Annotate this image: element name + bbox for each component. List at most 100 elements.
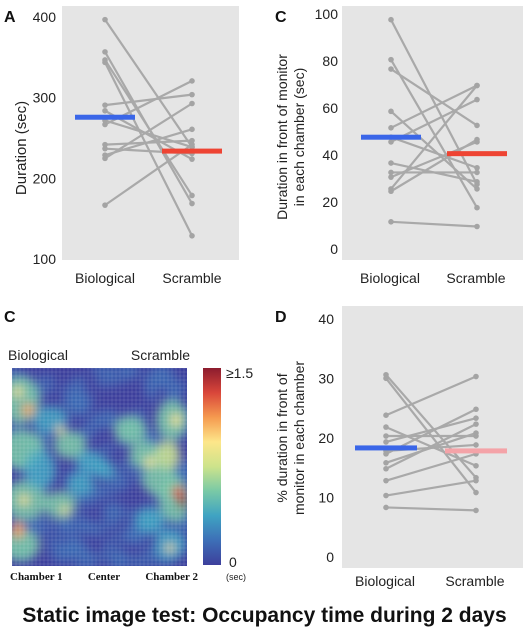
pair-line <box>389 136 479 169</box>
point-biological <box>102 102 108 108</box>
panel-heatmap: C Biological Scramble ≥1.5 0 (sec) Chamb… <box>4 309 253 583</box>
point-scramble <box>189 126 195 133</box>
pair-line <box>384 479 478 497</box>
heatmap-grid <box>12 368 187 566</box>
point-scramble <box>473 373 479 380</box>
subject-pair-10 <box>383 421 479 472</box>
point-scramble <box>189 192 195 199</box>
heatmap-cell <box>13 387 23 397</box>
heatmap-cell <box>156 441 180 469</box>
heatmap-cell <box>61 506 69 514</box>
subject-pair-12 <box>383 477 479 499</box>
heatmap-cell <box>46 534 63 556</box>
pair-line <box>389 58 479 209</box>
subject-pair-3 <box>388 66 480 129</box>
point-biological <box>388 160 394 166</box>
point-biological <box>388 174 394 180</box>
heatmap-cell <box>95 460 115 480</box>
y-tick-label: 80 <box>322 53 338 69</box>
point-biological <box>388 169 394 176</box>
point-scramble <box>473 489 479 496</box>
panel-a-letter: A <box>4 9 16 26</box>
heatmap-cell <box>111 552 138 566</box>
subject-pair-13 <box>102 141 195 208</box>
subject-pair-4 <box>388 108 480 192</box>
heatmap-cell <box>171 414 181 426</box>
point-biological <box>102 145 108 152</box>
mean-bar-scramble <box>445 448 507 454</box>
mean-bar-scramble <box>162 148 222 154</box>
panel-d-y-axis-label: % duration in front of monitor in each c… <box>274 361 307 515</box>
point-scramble <box>474 186 480 192</box>
pair-line <box>389 18 479 186</box>
heatmap-letter: C <box>4 309 16 326</box>
subject-pair-6 <box>383 415 479 445</box>
y-tick-label: 20 <box>318 430 334 446</box>
heatmap-cell <box>160 378 187 391</box>
pair-line <box>103 128 194 157</box>
y-tick-label: 100 <box>315 6 339 22</box>
heatmap-cell <box>118 459 135 473</box>
pair-line <box>103 58 194 197</box>
heatmap-x-label-chamber-2: Chamber 2 <box>145 571 198 583</box>
subject-pair-11 <box>102 126 195 158</box>
panel-a-y-ticks: 100 200 300 400 <box>33 9 57 267</box>
mean-bar-scramble <box>447 151 507 157</box>
point-biological <box>102 107 108 114</box>
panel-d-letter: D <box>275 309 287 326</box>
pair-line <box>103 102 194 160</box>
heatmap-cell <box>12 522 24 538</box>
heatmap-x-label-chamber-1: Chamber 1 <box>10 571 63 583</box>
point-biological <box>102 155 108 162</box>
y-tick-label: 400 <box>33 9 57 25</box>
heatmap-cell <box>172 486 184 498</box>
heatmap-cell <box>22 404 34 416</box>
point-scramble <box>473 442 479 448</box>
heatmap-cell <box>54 431 86 459</box>
heatmap-cell <box>100 443 115 456</box>
panel-c-y-axis-label: Duration in front of monitor in each cha… <box>274 54 307 220</box>
heatmap-cell <box>63 512 91 534</box>
point-scramble <box>189 156 195 162</box>
pair-line <box>389 138 479 193</box>
point-scramble <box>474 164 480 171</box>
pair-line <box>384 417 478 444</box>
point-biological <box>388 108 394 115</box>
heatmap-cell <box>166 544 174 552</box>
svg-text:monitor in each chamber: monitor in each chamber <box>291 361 307 515</box>
panel-d-percent-duration-chart: D % duration in front of monitor in each… <box>274 306 523 589</box>
heatmap-cell <box>142 371 162 392</box>
subject-pair-13 <box>388 219 480 230</box>
point-scramble <box>189 141 195 148</box>
point-biological <box>383 492 389 499</box>
point-biological <box>383 433 389 439</box>
heatmap-cells <box>12 368 187 566</box>
point-biological <box>102 121 108 128</box>
subject-pair-4 <box>102 59 195 239</box>
pair-line <box>384 431 478 464</box>
point-scramble <box>474 223 480 230</box>
heatmap-cell <box>56 426 64 434</box>
y-tick-label: 100 <box>33 251 57 267</box>
subject-pair-12 <box>388 136 480 195</box>
y-tick-label: 200 <box>33 170 57 186</box>
panel-d-y-ticks: 0 10 20 30 40 <box>318 311 334 565</box>
point-biological <box>102 202 108 208</box>
heatmap-cell <box>100 502 127 520</box>
y-tick-label: 40 <box>322 147 338 163</box>
pair-line <box>103 61 194 237</box>
heatmap-cell <box>94 373 118 388</box>
point-scramble <box>473 406 479 413</box>
point-biological <box>388 125 394 131</box>
point-biological <box>383 504 389 511</box>
y-tick-label: 20 <box>322 194 338 210</box>
point-biological <box>388 219 394 225</box>
heatmap-cell <box>136 506 164 534</box>
y-tick-label: 300 <box>33 90 57 106</box>
point-scramble <box>474 96 480 103</box>
point-scramble <box>473 477 479 484</box>
point-scramble <box>474 204 480 211</box>
heatmap-cell <box>121 368 142 380</box>
pair-line <box>389 84 479 190</box>
